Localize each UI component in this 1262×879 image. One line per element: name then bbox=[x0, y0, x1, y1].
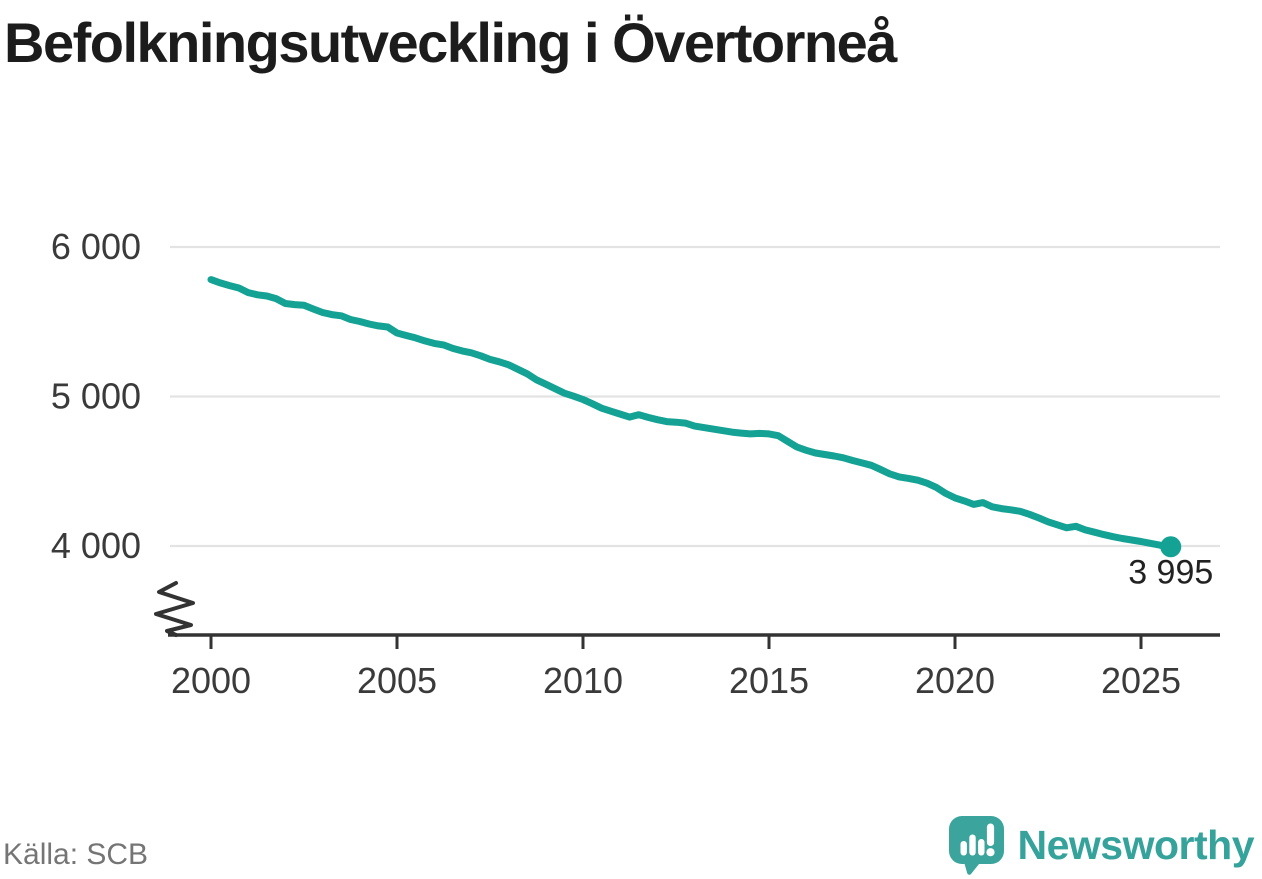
chart-title: Befolkningsutveckling i Övertorneå bbox=[4, 11, 897, 74]
x-tick-label: 2005 bbox=[357, 660, 437, 701]
x-tick-label: 2025 bbox=[1101, 660, 1181, 701]
y-tick-label: 5 000 bbox=[51, 376, 141, 417]
y-tick-label: 4 000 bbox=[51, 525, 141, 566]
x-tick-label: 2000 bbox=[171, 660, 251, 701]
newsworthy-wordmark: Newsworthy bbox=[1017, 821, 1255, 868]
axis-break-icon bbox=[154, 581, 195, 637]
x-tick-label: 2010 bbox=[543, 660, 623, 701]
x-tick-label: 2015 bbox=[729, 660, 809, 701]
source-note: Källa: SCB bbox=[3, 838, 149, 871]
latest-value-dot bbox=[1160, 536, 1182, 558]
latest-value-label: 3 995 bbox=[1128, 554, 1213, 592]
population-line bbox=[207, 276, 1175, 551]
x-tick-label: 2020 bbox=[915, 660, 995, 701]
newsworthy-logo-icon bbox=[948, 816, 1004, 875]
newsworthy-logo: Newsworthy bbox=[948, 815, 1255, 875]
y-tick-label: 6 000 bbox=[51, 226, 141, 267]
